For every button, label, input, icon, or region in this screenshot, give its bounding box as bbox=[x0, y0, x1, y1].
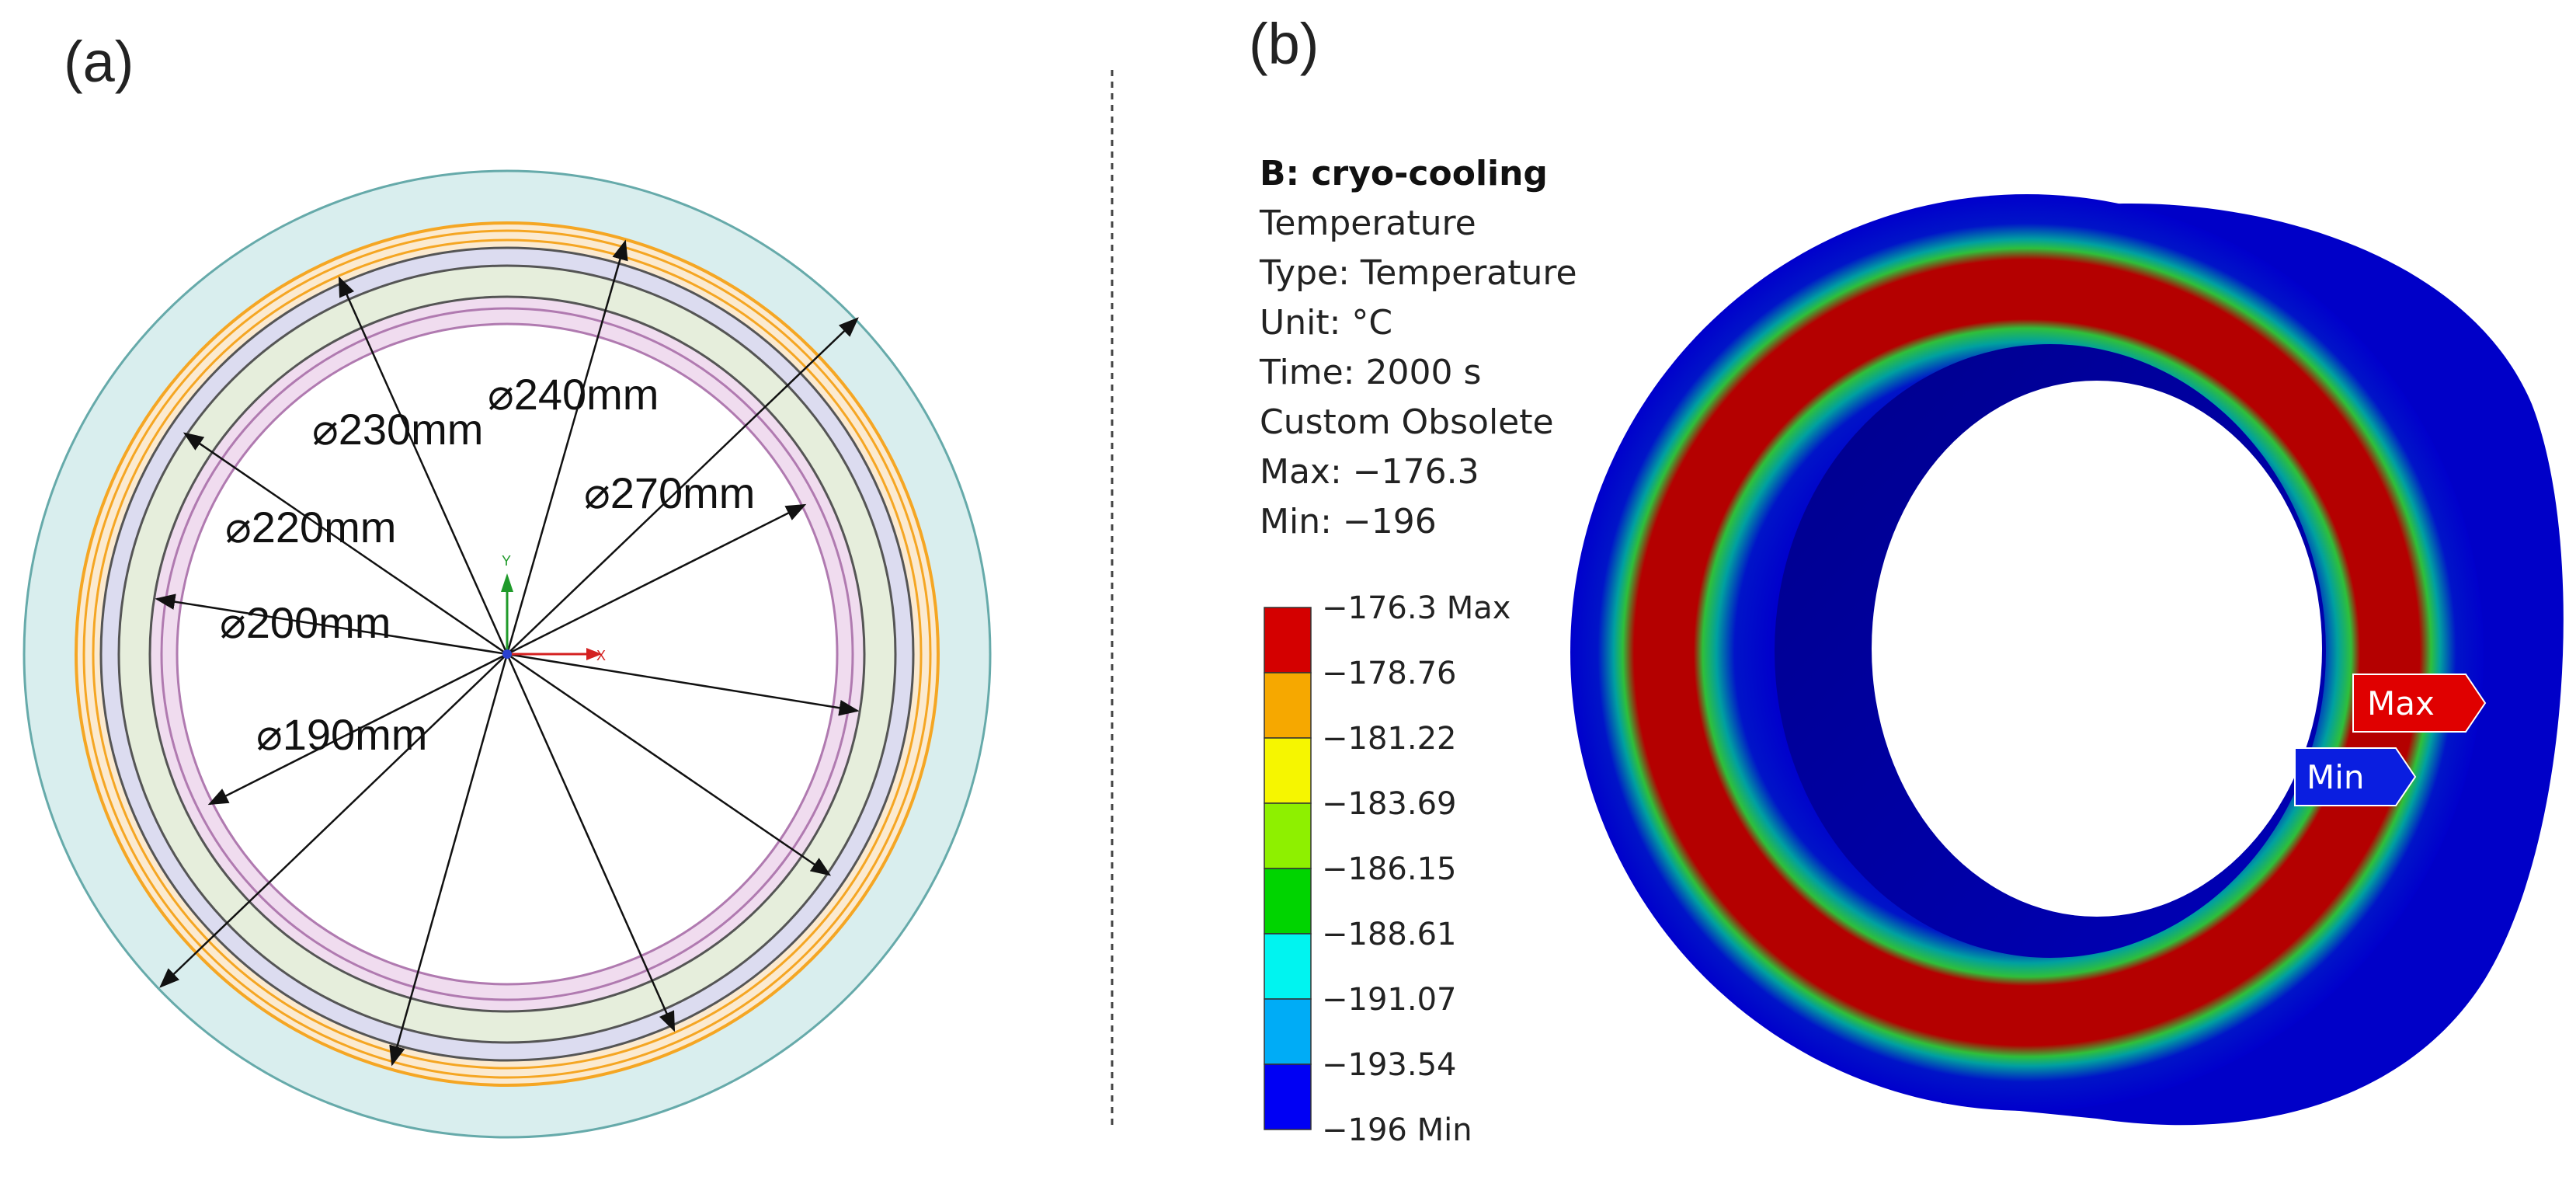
legend-tick-9: −196 Min bbox=[1322, 1112, 1472, 1148]
max-marker: Max bbox=[2352, 674, 2487, 733]
dim-line-240-b bbox=[389, 653, 509, 1067]
result-line-unit: Unit: °C bbox=[1260, 303, 1392, 343]
legend-ticks: −176.3 Max −178.76 −181.22 −183.69 −186.15 −1… bbox=[1322, 590, 1510, 1148]
result-line-custom: Custom Obsolete bbox=[1260, 402, 1554, 442]
dim-line-190-b bbox=[506, 503, 807, 656]
legend-swatch-7 bbox=[1264, 998, 1312, 1065]
panel-b-label: (b) bbox=[1249, 12, 1319, 76]
dim-line-220-a bbox=[183, 432, 508, 656]
min-marker-label: Min bbox=[2307, 758, 2365, 796]
result-line-min: Min: −196 bbox=[1260, 502, 1437, 541]
result-line-type: Type: Temperature bbox=[1259, 253, 1577, 293]
min-marker: Min bbox=[2294, 747, 2417, 806]
legend-swatch-8 bbox=[1264, 1063, 1312, 1130]
min-marker-shape bbox=[2294, 747, 2417, 806]
legend-tick-1: −176.3 Max bbox=[1322, 590, 1510, 626]
dim-line-200-b bbox=[506, 653, 860, 716]
legend-swatch-3 bbox=[1264, 737, 1312, 804]
dim-label-270: ⌀270mm bbox=[584, 468, 755, 517]
result-info: B: cryo-cooling Temperature Type: Temper… bbox=[1259, 154, 1577, 541]
dim-line-240-a bbox=[506, 239, 628, 655]
dim-label-190: ⌀190mm bbox=[256, 710, 427, 759]
result-line-time: Time: 2000 s bbox=[1259, 353, 1481, 392]
color-legend bbox=[1264, 607, 1312, 1130]
legend-tick-7: −191.07 bbox=[1322, 982, 1456, 1018]
dim-label-230: ⌀230mm bbox=[312, 405, 483, 454]
result-title: B: cryo-cooling bbox=[1260, 154, 1548, 193]
ring-bore-opening bbox=[1872, 381, 2322, 917]
orange-layer-line-3 bbox=[92, 238, 923, 1070]
dim-line-190-a bbox=[207, 653, 508, 806]
y-axis-label: Y bbox=[502, 553, 511, 569]
max-marker-label: Max bbox=[2367, 684, 2435, 722]
x-axis-label: X bbox=[596, 648, 606, 663]
legend-swatch-4 bbox=[1264, 802, 1312, 869]
legend-tick-6: −188.61 bbox=[1322, 917, 1456, 952]
coordinate-axes: X Y bbox=[501, 553, 606, 663]
thermal-ring-3d bbox=[1570, 194, 2564, 1126]
dim-label-220: ⌀220mm bbox=[225, 503, 396, 552]
legend-swatch-5 bbox=[1264, 868, 1312, 935]
legend-tick-2: −178.76 bbox=[1322, 656, 1456, 691]
dim-line-220-b bbox=[506, 653, 832, 876]
legend-swatch-1 bbox=[1264, 607, 1312, 674]
x-axis-arrow bbox=[586, 648, 602, 660]
dim-line-230-b bbox=[506, 653, 676, 1032]
dim-line-200-a bbox=[155, 594, 508, 656]
dim-line-270-a bbox=[506, 317, 859, 655]
dim-label-200: ⌀200mm bbox=[220, 598, 391, 647]
dimension-lines bbox=[155, 239, 860, 1067]
legend-tick-3: −181.22 bbox=[1322, 721, 1456, 757]
result-line-max: Max: −176.3 bbox=[1260, 452, 1479, 492]
dim-label-240: ⌀240mm bbox=[488, 370, 659, 419]
legend-tick-4: −183.69 bbox=[1322, 786, 1456, 822]
orange-layer-line-2 bbox=[82, 229, 932, 1079]
legend-swatch-6 bbox=[1264, 933, 1312, 1000]
dim-line-270-b bbox=[159, 653, 508, 988]
panel-a-label: (a) bbox=[64, 30, 134, 94]
result-line-quantity: Temperature bbox=[1259, 204, 1476, 243]
legend-tick-5: −186.15 bbox=[1322, 851, 1456, 887]
max-marker-shape bbox=[2352, 674, 2487, 733]
cross-section-diagram: ⌀230mm ⌀240mm ⌀220mm ⌀270mm ⌀200mm ⌀190m… bbox=[23, 169, 992, 1139]
legend-tick-8: −193.54 bbox=[1322, 1047, 1456, 1083]
y-axis-arrow bbox=[501, 573, 513, 592]
origin-point bbox=[502, 649, 512, 659]
dim-line-230-a bbox=[338, 276, 509, 655]
legend-swatch-2 bbox=[1264, 672, 1312, 739]
